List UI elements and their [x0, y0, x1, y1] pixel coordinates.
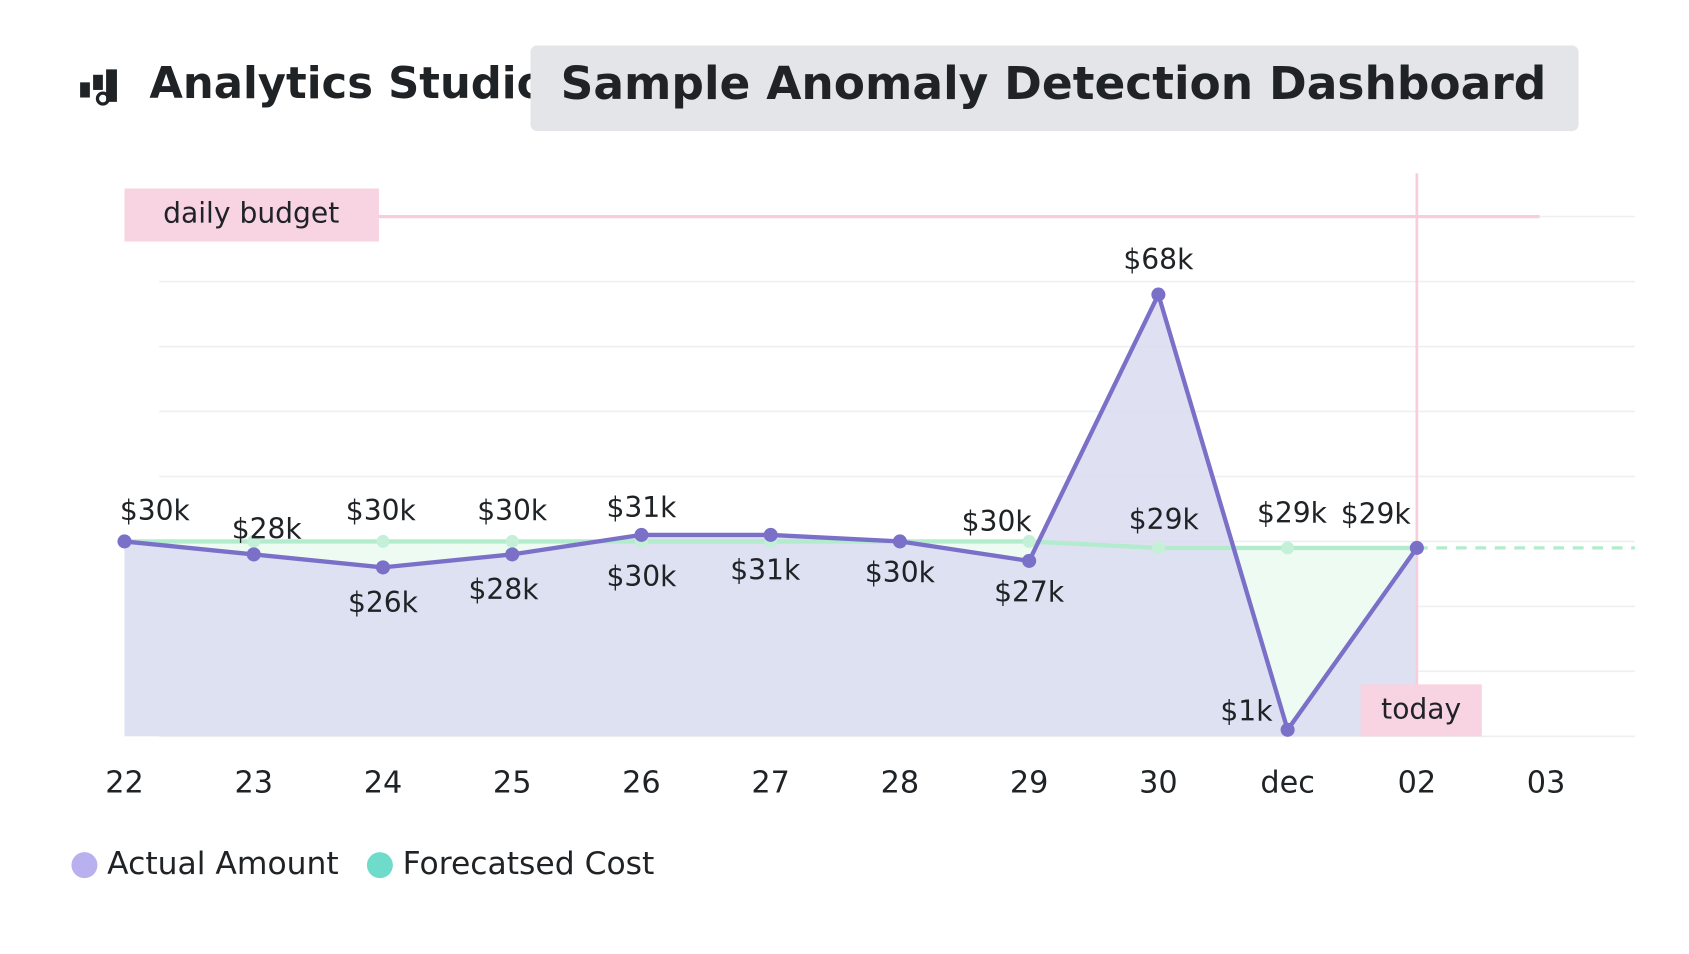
actual-point: [1409, 540, 1424, 555]
forecast-value-label: $30k: [962, 505, 1033, 538]
actual-point: [1151, 287, 1166, 302]
actual-value-label: $27k: [994, 575, 1065, 608]
actual-point: [763, 527, 778, 542]
legend-swatch: [71, 852, 98, 879]
x-tick-label: 02: [1398, 765, 1437, 800]
legend-label: Forecatsed Cost: [403, 846, 655, 882]
budget-label: daily budget: [163, 196, 339, 229]
x-tick-label: dec: [1260, 765, 1315, 800]
x-tick-label: 23: [234, 765, 273, 800]
legend-label: Actual Amount: [107, 846, 339, 882]
brand: Analytics Studio: [149, 59, 546, 109]
forecast-point: [376, 534, 390, 548]
forecast-point: [505, 534, 519, 548]
actual-value-label: $1k: [1220, 694, 1273, 727]
x-tick-label: 24: [364, 765, 403, 800]
actual-value-label: $28k: [469, 573, 540, 606]
actual-point: [1022, 553, 1037, 568]
actual-point: [634, 527, 649, 542]
actual-value-label: $31k: [606, 491, 677, 524]
actual-value-label: $31k: [730, 554, 801, 587]
today-tag: [1360, 684, 1482, 737]
x-tick-label: 26: [622, 765, 661, 800]
x-tick-label: 30: [1139, 765, 1178, 800]
forecast-point: [1022, 534, 1036, 548]
actual-value-label: $68k: [1123, 243, 1194, 276]
x-tick-label: 27: [751, 765, 790, 800]
legend-swatch: [366, 852, 393, 879]
actual-point: [246, 547, 261, 562]
actual-point: [375, 560, 391, 575]
forecast-point: [1281, 541, 1295, 555]
budget-tag: [124, 188, 379, 242]
actual-value-label: $30k: [120, 494, 191, 527]
actual-point: [892, 534, 907, 549]
x-tick-label: 25: [493, 765, 532, 800]
x-tick-label: 28: [881, 765, 920, 800]
actual-point: [505, 547, 520, 562]
actual-value-label: $26k: [348, 586, 419, 619]
dashboard-title: Sample Anomaly Detection Dashboard: [561, 57, 1547, 110]
actual-value-label: $29k: [1341, 497, 1412, 530]
actual-point: [1280, 722, 1295, 737]
forecast-value-label: $29k: [1257, 496, 1328, 529]
forecast-value-label: $30k: [477, 494, 548, 527]
forecast-value-label: $30k: [346, 494, 417, 527]
actual-value-label: $30k: [865, 556, 936, 589]
actual-value-label: $28k: [232, 513, 303, 546]
forecast-point: [247, 534, 261, 548]
x-tick-label: 22: [105, 765, 144, 800]
forecast-value-label: $30k: [606, 560, 677, 593]
actual-area: [124, 294, 1417, 737]
actual-point: [117, 534, 132, 549]
x-tick-label: 03: [1527, 765, 1566, 800]
title-box: [530, 45, 1579, 132]
today-label: today: [1381, 692, 1461, 725]
forecast-value-label: $29k: [1129, 503, 1200, 536]
x-tick-label: 29: [1010, 765, 1049, 800]
forecast-point: [1151, 541, 1165, 555]
logo-icon: [80, 69, 117, 106]
